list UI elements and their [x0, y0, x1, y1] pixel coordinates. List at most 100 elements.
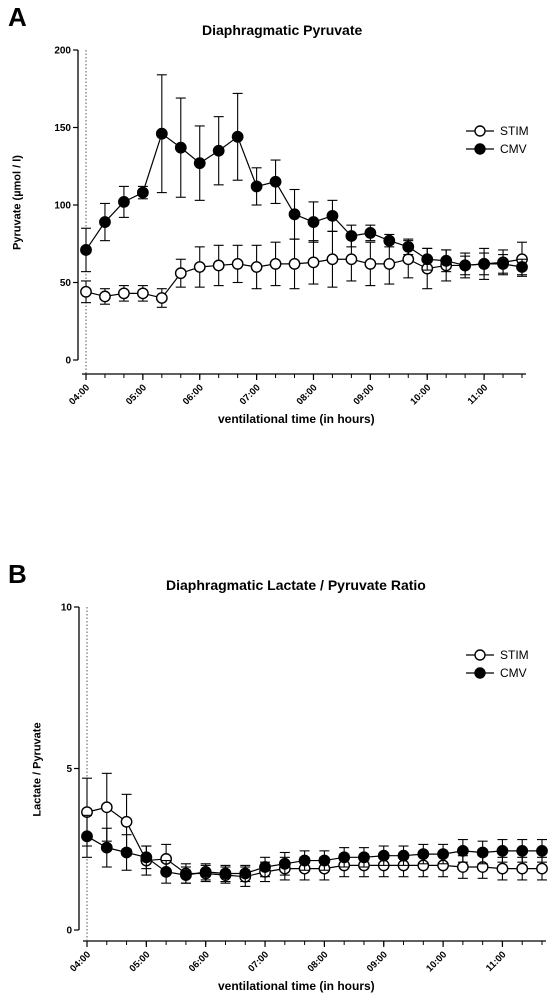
x-tick-label: 11:00 [484, 949, 509, 974]
data-point-cmv [298, 854, 311, 867]
data-point-cmv [120, 846, 133, 859]
x-tick-label: 05:00 [127, 949, 152, 974]
x-tick-label: 09:00 [351, 382, 376, 407]
series-line-stim [86, 806, 542, 878]
data-point-stim [307, 256, 320, 269]
data-point-stim [288, 257, 301, 270]
x-tick-label: 08:00 [295, 382, 320, 407]
data-point-stim [250, 261, 263, 273]
data-point-cmv [326, 209, 339, 222]
data-point-cmv [497, 257, 509, 270]
data-point-cmv [364, 226, 377, 239]
x-tick-label: 10:00 [424, 949, 449, 974]
data-point-cmv [478, 257, 490, 270]
data-point-stim [496, 862, 509, 875]
x-tick-label: 10:00 [408, 382, 433, 407]
data-point-stim [456, 861, 469, 873]
y-tick-label: 200 [54, 46, 71, 57]
data-point-cmv [456, 844, 469, 857]
panel-label: A [8, 2, 27, 32]
filled-circle-marker-icon [466, 143, 494, 155]
legend-label: CMV [500, 142, 527, 156]
data-point-cmv [516, 844, 529, 857]
data-point-stim [516, 862, 529, 875]
data-point-cmv [155, 127, 168, 140]
data-point-stim [174, 267, 187, 280]
data-point-cmv [160, 865, 173, 878]
legend-label: CMV [500, 666, 527, 680]
data-point-cmv [193, 157, 206, 170]
series-line-stim [85, 258, 523, 299]
data-point-cmv [231, 130, 244, 143]
data-point-cmv [440, 254, 453, 267]
open-circle-marker-icon [466, 125, 494, 137]
legend: STIM CMV [466, 646, 529, 682]
data-point-cmv [417, 848, 430, 860]
data-point-cmv [307, 216, 320, 228]
data-point-cmv [459, 259, 472, 272]
data-point-stim [212, 259, 225, 272]
data-point-cmv [383, 234, 396, 247]
x-tick-label: 05:00 [124, 382, 149, 407]
data-point-cmv [136, 186, 149, 199]
data-point-cmv [81, 830, 93, 843]
data-point-stim [536, 862, 548, 875]
data-point-stim [100, 801, 113, 814]
data-point-stim [269, 257, 282, 270]
plot-area: 0 5 10 04:00 05:00 06:00 07:00 08:00 09:00 10:00 1… [61, 603, 548, 974]
panel-label: B [8, 559, 27, 589]
x-tick-label: 04:00 [68, 949, 93, 974]
open-circle-marker-icon [466, 649, 494, 661]
y-tick-label: 0 [66, 926, 72, 937]
data-point-stim [326, 253, 339, 266]
data-point-cmv [278, 857, 291, 870]
data-point-stim [155, 292, 168, 304]
data-point-cmv [259, 861, 271, 873]
data-point-cmv [516, 261, 528, 273]
x-tick-label: 07:00 [246, 949, 271, 974]
series-line-cmv [85, 132, 523, 268]
data-point-stim [402, 253, 415, 266]
data-point-stim [118, 287, 130, 300]
data-point-cmv [476, 846, 489, 859]
data-point-cmv [402, 240, 415, 253]
legend: STIM CMV [466, 122, 529, 158]
legend-item-cmv: CMV [466, 664, 529, 682]
data-point-stim [364, 257, 377, 270]
series-line-cmv [86, 835, 542, 876]
data-point-cmv [345, 230, 358, 242]
data-point-cmv [421, 253, 434, 266]
y-tick-label: 100 [54, 201, 71, 212]
x-tick-label: 06:00 [181, 382, 206, 407]
data-point-stim [383, 257, 396, 270]
data-point-cmv [180, 869, 192, 881]
data-point-cmv [118, 195, 130, 208]
data-point-stim [120, 815, 133, 828]
data-point-cmv [358, 851, 370, 864]
data-point-cmv [496, 844, 509, 857]
x-tick-label: 04:00 [67, 382, 92, 407]
data-point-stim [136, 287, 149, 300]
legend-item-cmv: CMV [466, 140, 529, 158]
data-point-cmv [318, 854, 331, 867]
filled-circle-marker-icon [466, 667, 494, 679]
y-tick-label: 10 [61, 603, 73, 614]
y-tick-label: 150 [54, 123, 71, 134]
data-point-cmv [269, 175, 282, 188]
data-point-cmv [377, 849, 390, 862]
y-tick-label: 50 [60, 278, 72, 289]
data-point-cmv [99, 216, 111, 228]
data-point-cmv [288, 208, 301, 221]
data-point-cmv [397, 849, 410, 862]
panel-b: B Diaphragmatic Lactate / Pyruvate Ratio… [0, 555, 548, 1001]
panel-a: A Diaphragmatic Pyruvate Pyruvate (µmol … [0, 0, 548, 440]
data-point-stim [345, 253, 358, 266]
data-point-cmv [250, 180, 263, 193]
x-tick-label: 06:00 [187, 949, 212, 974]
data-point-cmv [80, 244, 92, 256]
data-point-cmv [338, 851, 351, 864]
x-axis-label: ventilational time (in hours) [218, 412, 375, 426]
legend-label: STIM [500, 648, 529, 662]
chart-title: Diaphragmatic Lactate / Pyruvate Ratio [166, 577, 426, 593]
data-point-cmv [536, 844, 548, 857]
